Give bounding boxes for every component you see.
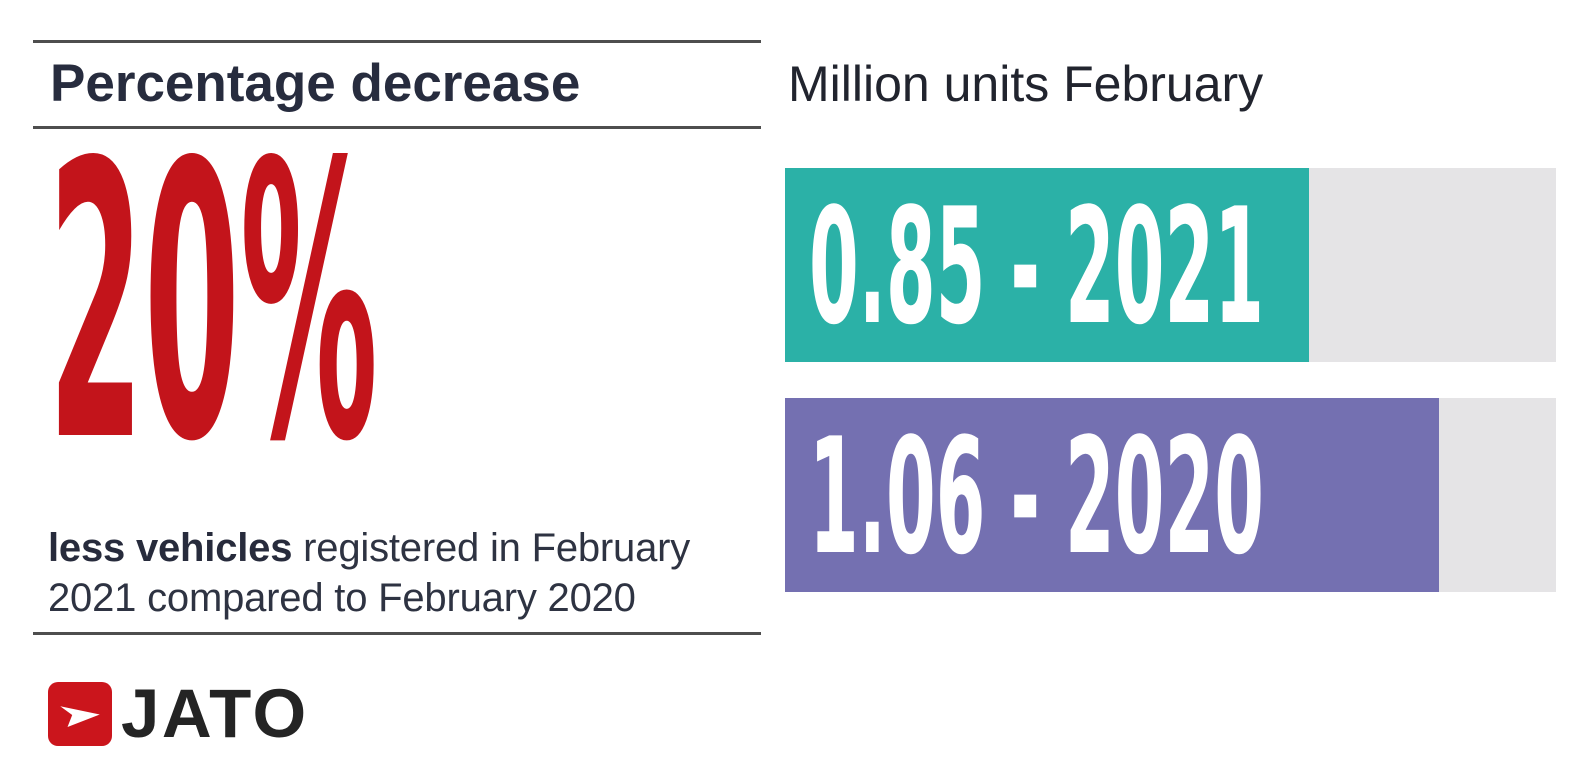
big-stat-20-percent: 20% [48, 82, 378, 525]
jato-logo: JATO [48, 676, 309, 752]
divider-under-title [33, 126, 761, 129]
bar-label-2020: 1.06 - 2020 [809, 403, 1264, 590]
bar-fill-2021: 0.85 - 2021 [785, 168, 1310, 362]
description-rest: registered in February 2021 compared to … [48, 526, 691, 620]
bar-label-2020-svg: 1.06 - 2020 [809, 403, 1264, 590]
big-stat-text: 20% [48, 82, 378, 525]
bar-row-2021: 0.85 - 2021 [785, 168, 1556, 362]
chart-title: Million units February [788, 56, 1264, 112]
divider-top [33, 40, 761, 43]
bar-label-2021: 0.85 - 2021 [809, 173, 1264, 360]
divider-bottom [33, 632, 761, 635]
page-title: Percentage decrease [50, 54, 581, 113]
description-text: less vehicles registered in February 202… [48, 523, 748, 623]
bar-label-2021-svg: 0.85 - 2021 [809, 173, 1264, 360]
jato-logo-text: JATO [121, 675, 309, 752]
bar-fill-2020: 1.06 - 2020 [785, 398, 1439, 592]
description-bold: less vehicles [48, 526, 293, 570]
jato-arrow-glyph [60, 706, 100, 727]
bar-row-2020: 1.06 - 2020 [785, 398, 1556, 592]
jato-arrow-icon [48, 682, 112, 746]
